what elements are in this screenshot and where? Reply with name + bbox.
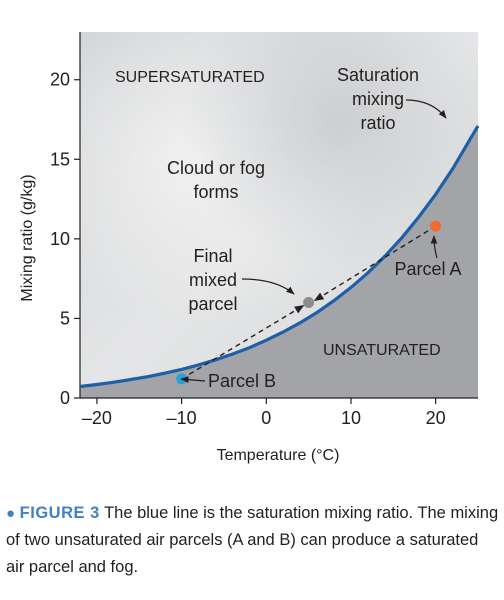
figure-caption: ● FIGURE 3 The blue line is the saturati… [6,500,500,581]
x-tick-label: –20 [82,408,112,428]
final-label-line1: Final [193,246,232,266]
parcel-a-label: Parcel A [394,259,461,279]
y-tick-label: 0 [60,388,70,408]
final-mixed-parcel-point [303,297,315,309]
y-axis-label: Mixing ratio (g/kg) [19,174,36,301]
final-label-line3: parcel [188,294,237,314]
cloud-label-line1: Cloud or fog [167,158,265,178]
saturation-curve [79,125,480,389]
final-leader-line [241,278,295,295]
saturation-label-line3: ratio [360,113,395,133]
x-tick-label: 0 [261,408,271,428]
saturation-leader-line [405,99,447,119]
x-tick-label: 10 [341,408,361,428]
x-tick-label: –10 [167,408,197,428]
cloud-label-line2: forms [194,182,239,202]
axes: 0 5 10 15 20 –20 –10 0 10 20 [50,32,478,428]
mixing-line-a [313,225,437,302]
supersaturated-label: SUPERSATURATED [115,69,265,86]
y-tick-label: 5 [60,308,70,328]
parcel-b-leader-line [180,376,206,383]
saturation-label-line1: Saturation [337,65,419,85]
parcel-a-point [430,220,442,232]
caption-text: The blue line is the saturation mixing r… [6,504,499,576]
x-axis-label: Temperature (°C) [217,447,340,464]
parcel-b-label: Parcel B [208,371,276,391]
unsaturated-region [80,125,478,399]
y-tick-label: 20 [50,70,70,90]
final-label-line2: mixed [189,270,237,290]
plot-area [80,32,478,399]
unsaturated-label: UNSATURATED [323,342,441,359]
x-tick-label: 20 [426,408,446,428]
caption-figure-label: FIGURE 3 [19,504,100,522]
y-tick-label: 15 [50,149,70,169]
parcel-a-leader-line [430,235,438,259]
mixing-line-b [181,304,305,380]
y-tick-label: 10 [50,229,70,249]
caption-bullet: ● [6,505,16,522]
saturation-label-line2: mixing [352,89,404,109]
